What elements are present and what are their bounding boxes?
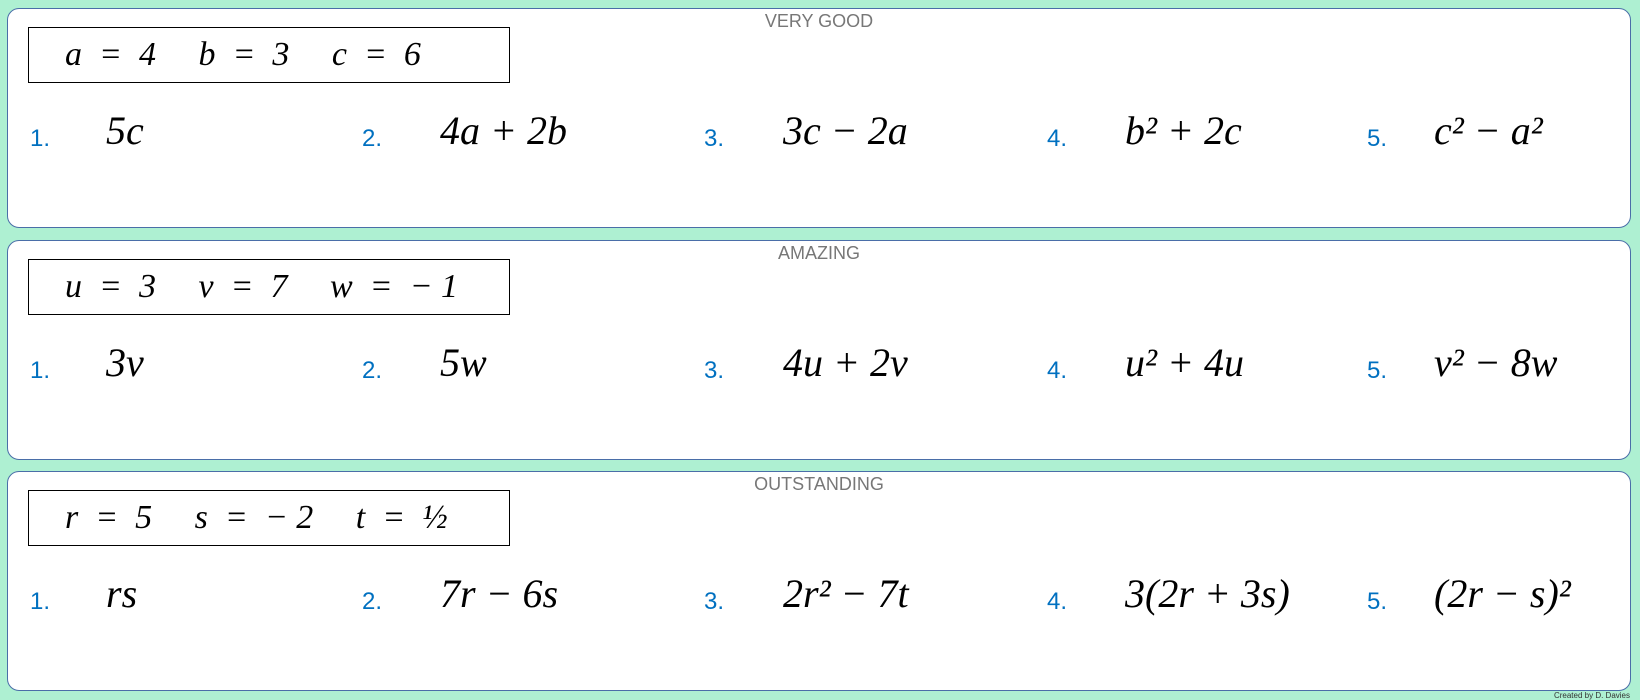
question-expression: 5c: [106, 108, 144, 153]
section-panel-outstanding: OUTSTANDING r = 5 s = − 2 t = ½ 1. rs 2. 7…: [7, 471, 1631, 691]
question-expression: u² + 4u: [1125, 340, 1244, 385]
question-number: 1.: [30, 125, 51, 152]
question-expression: 7r − 6s: [440, 571, 559, 616]
question-number: 2.: [362, 588, 383, 615]
question-number: 2.: [362, 357, 383, 384]
question-expression: 3(2r + 3s): [1125, 571, 1290, 616]
question-number: 3.: [704, 125, 725, 152]
question-number: 1.: [30, 588, 51, 615]
question-number: 2.: [362, 125, 383, 152]
question-expression: v² − 8w: [1434, 340, 1558, 385]
section-title: VERY GOOD: [764, 11, 874, 31]
variable-values-box: r = 5 s = − 2 t = ½: [28, 490, 510, 546]
question-number: 5.: [1367, 125, 1388, 152]
credit-text: Created by D. Davies: [1553, 691, 1630, 700]
question-expression: 5w: [440, 340, 487, 385]
question-number: 5.: [1367, 357, 1388, 384]
question-expression: c² − a²: [1434, 108, 1543, 153]
section-title: AMAZING: [777, 243, 860, 263]
section-panel-very-good: VERY GOOD a = 4 b = 3 c = 6 1. 5c 2. 4a + …: [7, 8, 1631, 228]
variable-values-box: u = 3 v = 7 w = − 1: [28, 259, 510, 315]
question-expression: 4a + 2b: [440, 108, 567, 153]
question-expression: (2r − s)²: [1434, 571, 1571, 616]
question-number: 3.: [704, 588, 725, 615]
question-expression: 3c − 2a: [783, 108, 908, 153]
question-expression: 2r² − 7t: [783, 571, 909, 616]
question-number: 4.: [1047, 357, 1068, 384]
variable-values-box: a = 4 b = 3 c = 6: [28, 27, 510, 83]
question-number: 3.: [704, 357, 725, 384]
question-expression: b² + 2c: [1125, 108, 1242, 153]
question-expression: 4u + 2v: [783, 340, 908, 385]
question-expression: 3v: [106, 340, 144, 385]
section-panel-amazing: AMAZING u = 3 v = 7 w = − 1 1. 3v 2. 5w 3. …: [7, 240, 1631, 460]
section-title: OUTSTANDING: [754, 474, 884, 494]
question-number: 1.: [30, 357, 51, 384]
question-number: 5.: [1367, 588, 1388, 615]
question-expression: rs: [106, 571, 138, 616]
question-number: 4.: [1047, 588, 1068, 615]
question-number: 4.: [1047, 125, 1068, 152]
